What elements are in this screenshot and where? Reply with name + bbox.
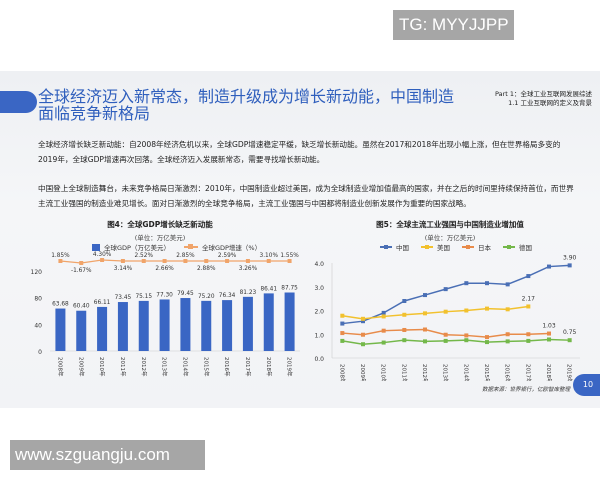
svg-text:2013年: 2013年 [161, 357, 169, 377]
legend-label: 美国 [437, 244, 450, 252]
svg-text:1.55%: 1.55% [280, 253, 299, 259]
svg-text:66.11: 66.11 [94, 300, 111, 306]
legend-label: 中国 [396, 244, 409, 252]
svg-text:75.20: 75.20 [198, 294, 215, 300]
svg-text:2017年: 2017年 [524, 364, 532, 381]
svg-text:-1.67%: -1.67% [71, 268, 92, 274]
svg-text:2016年: 2016年 [223, 357, 231, 377]
legend-line-icon [380, 244, 392, 249]
svg-text:79.45: 79.45 [177, 291, 194, 297]
legend-line-icon [421, 244, 433, 249]
svg-text:73.45: 73.45 [115, 295, 132, 301]
paragraph-1: 全球经济增长缺乏新动能：自2008年经济危机以来，全球GDP增速稳定平缓，缺乏增… [38, 140, 561, 164]
part-line-1: Part 1：全球工业互联网发展综述 [494, 90, 592, 98]
chart2-title: 图5：全球主流工业强国与中国制造业增加值 [376, 220, 524, 229]
svg-text:2017年: 2017年 [244, 357, 252, 377]
svg-text:60.40: 60.40 [73, 304, 90, 310]
legend-line-icon [503, 244, 515, 249]
svg-text:2010年: 2010年 [98, 357, 106, 377]
svg-text:2015年: 2015年 [202, 357, 210, 377]
svg-text:2019年: 2019年 [566, 364, 574, 381]
chart2-unit: (单位：万亿美元) [424, 234, 476, 242]
svg-text:0.0: 0.0 [314, 356, 324, 363]
svg-text:2016年: 2016年 [504, 364, 512, 381]
part-line-2: 1.1 工业互联网的定义及背景 [508, 99, 592, 107]
svg-text:2012年: 2012年 [140, 357, 148, 377]
svg-text:2019年: 2019年 [286, 357, 294, 377]
svg-text:2011年: 2011年 [400, 364, 408, 381]
svg-text:2018年: 2018年 [545, 364, 553, 381]
chart2-legend: 中国 美国 日本 德国 [380, 242, 532, 252]
page-number: 10 [573, 374, 600, 396]
svg-text:2.0: 2.0 [314, 309, 324, 316]
svg-text:63.68: 63.68 [52, 302, 69, 308]
svg-text:2018年: 2018年 [265, 357, 273, 377]
svg-text:2.66%: 2.66% [155, 266, 174, 272]
svg-text:1.0: 1.0 [314, 332, 324, 339]
svg-text:81.23: 81.23 [240, 290, 257, 296]
data-source: 数据来源：世界银行，亿欧智库整理 [482, 387, 571, 393]
svg-text:0: 0 [38, 349, 42, 356]
chart1-title: 图4：全球GDP增长缺乏新动能 [107, 220, 213, 229]
svg-text:2009年: 2009年 [77, 357, 85, 377]
svg-text:2011年: 2011年 [119, 357, 127, 377]
svg-text:40: 40 [34, 322, 42, 329]
svg-text:0.75: 0.75 [563, 329, 577, 336]
legend-growth: 全球GDP增速（%） [201, 244, 262, 252]
svg-text:80: 80 [34, 296, 42, 303]
svg-text:2.59%: 2.59% [218, 253, 237, 259]
svg-text:1.85%: 1.85% [51, 253, 70, 259]
svg-text:75.15: 75.15 [135, 294, 152, 300]
manufacturing-line-chart: 0.0 1.0 2.0 3.0 4.0 2008年 2009年 2010年 2011年 2012年… [314, 254, 580, 381]
legend-line-icon [462, 244, 474, 249]
svg-text:77.30: 77.30 [156, 292, 173, 298]
svg-text:2.88%: 2.88% [197, 266, 216, 272]
svg-text:2.17: 2.17 [522, 295, 536, 302]
svg-text:4.30%: 4.30% [93, 252, 112, 258]
watermark-bottom: www.szguangju.com [10, 440, 205, 470]
svg-text:86.41: 86.41 [260, 286, 277, 292]
watermark-top: TG: MYYJJPP [393, 10, 514, 40]
svg-text:2008年: 2008年 [56, 357, 64, 377]
svg-text:1.03: 1.03 [542, 323, 556, 330]
svg-text:3.90: 3.90 [563, 254, 577, 261]
chart1-unit: (单位：万亿美元) [134, 234, 186, 242]
gdp-bar-chart: 0 40 80 120 63.68 2008年 60.40 2009年 66.11 2010年 73… [31, 252, 300, 377]
svg-text:2009年: 2009年 [359, 364, 367, 381]
svg-text:2.85%: 2.85% [176, 253, 195, 259]
slide-title: 全球经济迈入新常态，制造升级成为增长新动能，中国制造面临竞争新格局 [38, 87, 455, 123]
bar-legend-icon [92, 243, 100, 251]
svg-text:2010年: 2010年 [380, 364, 388, 381]
section-label: Part 1：全球工业互联网发展综述 1.1 工业互联网的定义及背景 [495, 90, 592, 108]
title-accent-pill [0, 91, 37, 113]
svg-text:3.14%: 3.14% [114, 266, 133, 272]
svg-text:4.0: 4.0 [314, 261, 324, 268]
svg-text:76.34: 76.34 [219, 293, 236, 299]
svg-text:3.26%: 3.26% [239, 266, 258, 272]
paragraph-2: 中国登上全球制造舞台，未来竞争格局日渐激烈：2010年，中国制造业超过美国，成为… [38, 184, 574, 208]
svg-text:2014年: 2014年 [462, 364, 470, 381]
legend-label: 德国 [519, 244, 532, 252]
svg-text:3.10%: 3.10% [260, 253, 279, 259]
line-legend-icon [183, 244, 198, 249]
legend-gdp: 全球GDP（万亿美元） [104, 244, 170, 252]
legend-label: 日本 [478, 244, 491, 252]
slide: 全球经济迈入新常态，制造升级成为增长新动能，中国制造面临竞争新格局 Part 1… [0, 71, 600, 408]
svg-text:2008年: 2008年 [338, 364, 346, 381]
svg-text:2012年: 2012年 [421, 364, 429, 381]
svg-text:2013年: 2013年 [442, 364, 450, 381]
chart1-legend: 全球GDP（万亿美元） 全球GDP增速（%） [92, 242, 261, 252]
svg-text:120: 120 [31, 269, 43, 276]
svg-text:2015年: 2015年 [483, 364, 491, 381]
svg-text:3.0: 3.0 [314, 285, 324, 292]
svg-text:2014年: 2014年 [181, 357, 189, 377]
svg-text:87.75: 87.75 [281, 286, 298, 292]
svg-text:2.52%: 2.52% [135, 253, 154, 259]
